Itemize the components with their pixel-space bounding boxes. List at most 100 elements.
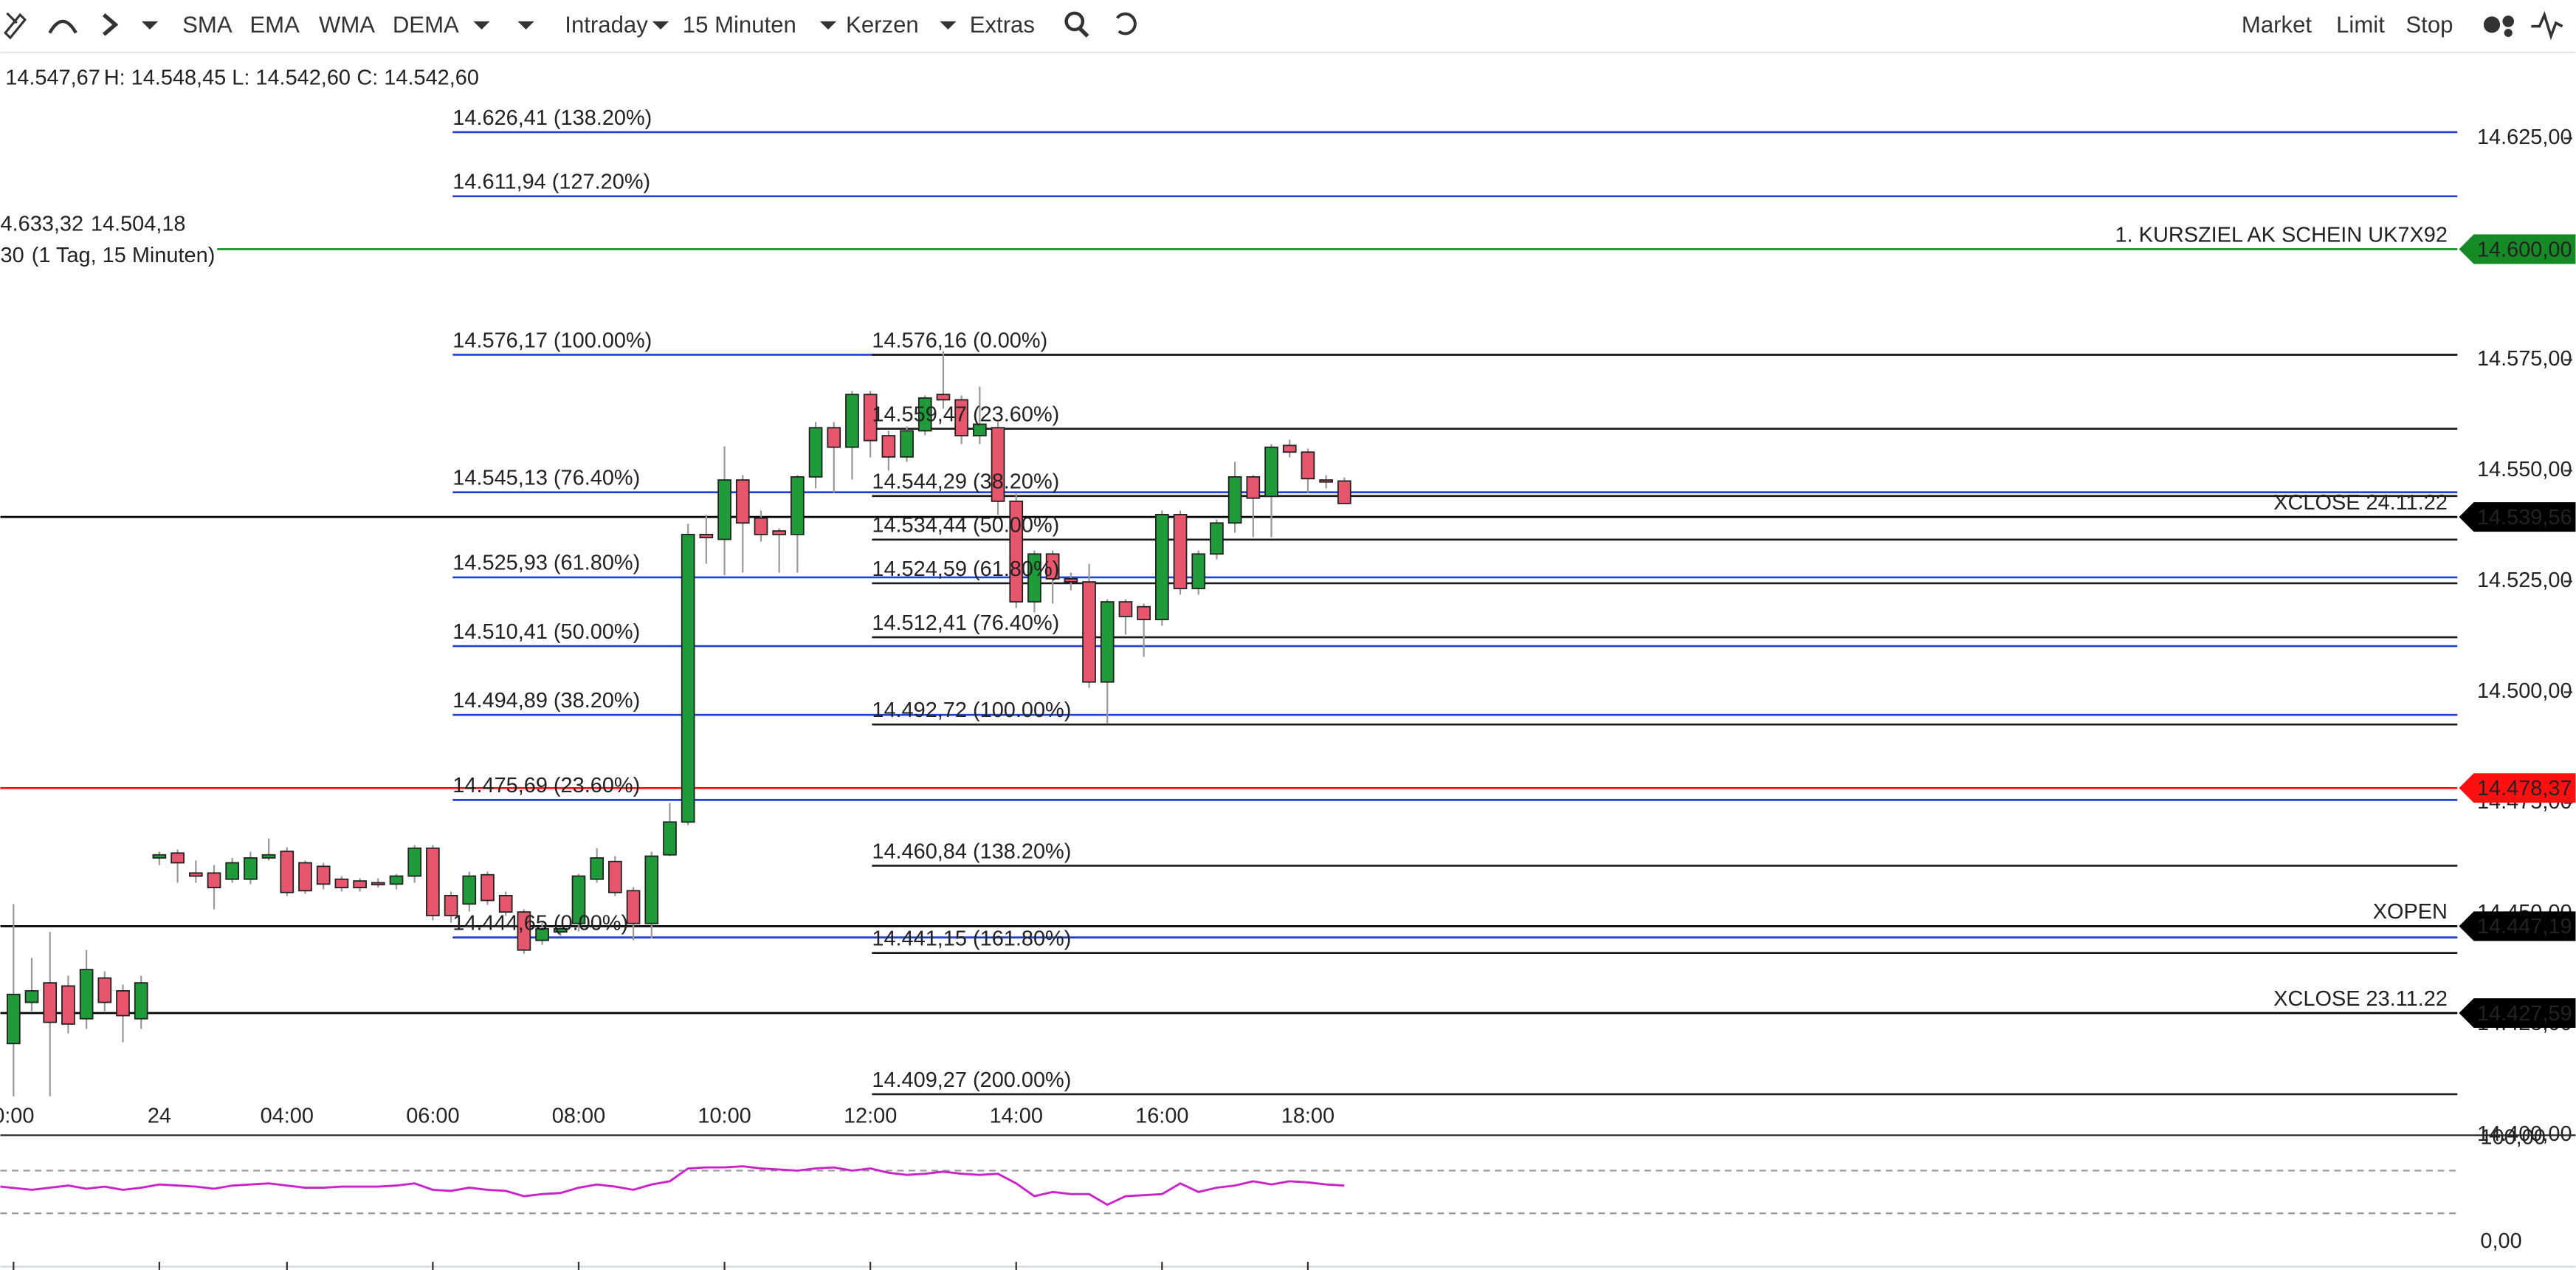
curve-icon[interactable] bbox=[48, 19, 78, 34]
indicator-tick-label: 0,00 bbox=[2480, 1229, 2521, 1253]
x-tick-label: 10:00 bbox=[698, 1105, 751, 1128]
caret[interactable] bbox=[940, 21, 957, 30]
price-badge-label: 14.600,00 bbox=[2477, 238, 2572, 261]
ohlc-label: H: 14.548,45 bbox=[104, 66, 227, 89]
toolbar-button[interactable]: 15 Minuten bbox=[683, 12, 796, 38]
toolbar-button[interactable]: Market bbox=[2242, 12, 2312, 38]
toolbar-button[interactable]: Limit bbox=[2336, 12, 2385, 38]
ohlc-label: 14.547,67 bbox=[5, 66, 100, 89]
undo-icon[interactable] bbox=[1115, 12, 1137, 35]
toolbar-button[interactable]: WMA bbox=[319, 12, 375, 38]
settings-icon[interactable] bbox=[2483, 16, 2515, 38]
candle-body bbox=[97, 977, 112, 1003]
ohlc-label: C: 14.542,60 bbox=[357, 66, 479, 89]
candle-body bbox=[444, 895, 458, 916]
candle-body bbox=[644, 855, 659, 924]
fib-label: 14.492,72 (100.00%) bbox=[872, 698, 1071, 722]
toolbar-button[interactable]: Intraday bbox=[565, 12, 648, 38]
candle-body bbox=[1337, 480, 1351, 504]
caret[interactable] bbox=[517, 21, 534, 30]
candle-body bbox=[261, 854, 276, 859]
candle-body bbox=[389, 875, 404, 885]
candle-body bbox=[225, 862, 240, 880]
indicator-line bbox=[0, 1165, 1345, 1206]
fib-label: 14.559,47 (23.60%) bbox=[872, 402, 1059, 426]
candle-body bbox=[134, 982, 148, 1020]
candle-body bbox=[116, 990, 130, 1017]
candle-body bbox=[1137, 605, 1151, 620]
fib-label: 14.611,94 (127.20%) bbox=[452, 171, 650, 194]
price-badge bbox=[2459, 911, 2576, 941]
candle-body bbox=[6, 993, 21, 1045]
indicator-tick-label: 100,00 bbox=[2480, 1126, 2545, 1150]
candle-body bbox=[498, 895, 513, 913]
candle-body bbox=[1009, 500, 1024, 603]
candle-body bbox=[1154, 513, 1169, 620]
toolbar: SMA EMA WMA DEMA Intraday 15 Minuten Kerzen Ext… bbox=[0, 10, 2576, 54]
candle-body bbox=[1264, 446, 1278, 498]
period-label: 30 bbox=[1, 244, 24, 267]
candle-body bbox=[371, 882, 385, 886]
price-badge bbox=[2459, 773, 2576, 803]
candle-body bbox=[1191, 553, 1206, 589]
candle-body bbox=[481, 873, 495, 902]
fib-label: 14.475,69 (23.60%) bbox=[452, 774, 640, 797]
toolbar-button[interactable]: Stop bbox=[2405, 12, 2453, 38]
candle-body bbox=[863, 394, 878, 442]
candle-body bbox=[1301, 451, 1315, 480]
candle-body bbox=[1210, 522, 1224, 555]
fib-label: 14.626,41 (138.20%) bbox=[452, 106, 652, 130]
price-badge-label: 14.478,37 bbox=[2477, 777, 2572, 800]
zoom-icon[interactable] bbox=[1064, 11, 1089, 38]
cursor-icon[interactable] bbox=[102, 13, 119, 36]
toolbar-button[interactable]: EMA bbox=[249, 12, 300, 38]
pencil-icon[interactable] bbox=[4, 12, 27, 40]
candle-body bbox=[590, 857, 605, 880]
candle-body bbox=[207, 872, 221, 889]
candle-body bbox=[316, 865, 331, 885]
candle-body bbox=[334, 878, 349, 889]
price-badge bbox=[2459, 502, 2576, 532]
indicator-icon[interactable] bbox=[2531, 10, 2563, 41]
candle-body bbox=[426, 847, 440, 916]
candle-body bbox=[991, 427, 1005, 502]
candle-body bbox=[353, 880, 367, 889]
caret[interactable] bbox=[652, 21, 669, 30]
y-tick-label: 14.525,00 bbox=[2477, 569, 2572, 592]
candle-body bbox=[1027, 553, 1041, 603]
caret[interactable] bbox=[141, 21, 159, 30]
candle-body bbox=[936, 394, 951, 401]
candle-body bbox=[1045, 553, 1060, 580]
candle-body bbox=[608, 860, 622, 893]
price-line-label: 1. KURSZIEL AK SCHEIN UK7X92 bbox=[2115, 223, 2448, 247]
toolbar-button[interactable]: Kerzen bbox=[846, 12, 919, 38]
toolbar-button[interactable]: DEMA bbox=[393, 12, 459, 38]
candle-body bbox=[827, 427, 841, 448]
candle-body bbox=[188, 872, 203, 877]
candle-body bbox=[808, 427, 823, 478]
candle-body bbox=[791, 476, 805, 535]
candle-body bbox=[517, 911, 531, 951]
toolbar-button[interactable]: SMA bbox=[182, 12, 233, 38]
candle-body bbox=[24, 990, 39, 1003]
price-badge-label: 14.427,59 bbox=[2477, 1002, 2572, 1026]
candle-body bbox=[917, 397, 932, 432]
y-tick-label: 14.400,00 bbox=[2477, 1122, 2572, 1146]
price-badge bbox=[2459, 234, 2576, 264]
price-line-label: XCLOSE 23.11.22 bbox=[2273, 987, 2448, 1011]
caret[interactable] bbox=[473, 21, 490, 30]
candle-body bbox=[1282, 444, 1297, 453]
fib-label: 14.444,65 (0.00%) bbox=[452, 911, 628, 935]
caret[interactable] bbox=[819, 21, 837, 30]
fib-label: 14.576,16 (0.00%) bbox=[872, 329, 1047, 352]
fib-label: 14.576,17 (100.00%) bbox=[452, 329, 652, 352]
candle-body bbox=[298, 862, 312, 892]
toolbar-button[interactable]: Extras bbox=[970, 12, 1035, 38]
candle-body bbox=[535, 928, 549, 941]
candle-body bbox=[754, 517, 768, 535]
candle-body bbox=[973, 423, 987, 436]
candle-body bbox=[699, 533, 714, 538]
x-tick-label: 06:00 bbox=[406, 1105, 459, 1128]
